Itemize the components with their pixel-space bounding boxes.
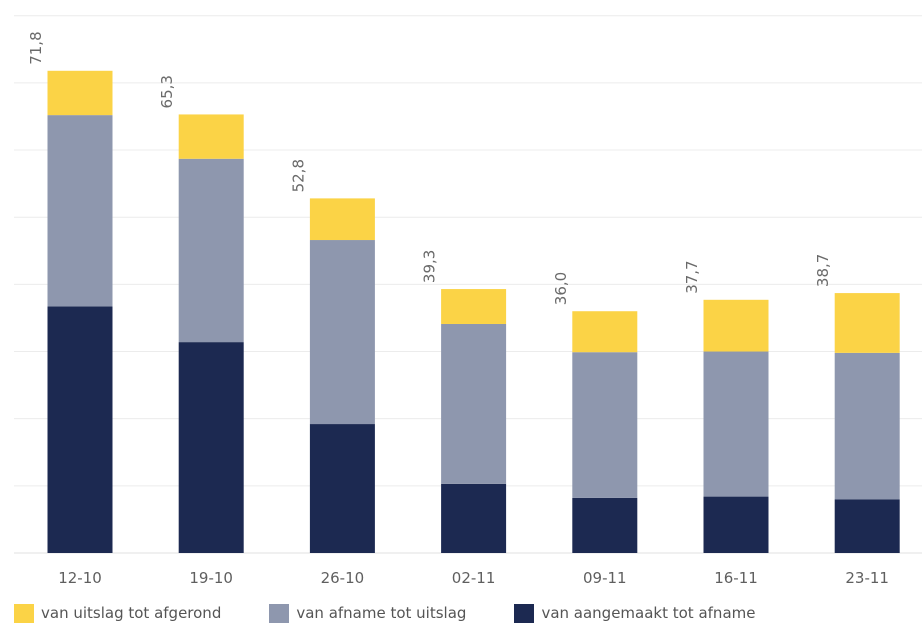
x-tick-label: 12-10 bbox=[58, 569, 102, 587]
bar-segment-van-uitslag-tot-afgerond bbox=[441, 289, 507, 324]
x-tick-label: 02-11 bbox=[452, 569, 496, 587]
bar-segment-van-aangemaakt-tot-afname bbox=[572, 497, 638, 553]
bar-segment-van-aangemaakt-tot-afname bbox=[178, 342, 244, 553]
bar-segment-van-afname-tot-uitslag bbox=[441, 323, 507, 484]
x-tick-label: 23-11 bbox=[845, 569, 889, 587]
bar-segment-van-afname-tot-uitslag bbox=[834, 352, 900, 500]
legend-swatch-yellow bbox=[14, 603, 34, 623]
legend-swatch-gray bbox=[269, 603, 290, 623]
bar-segment-van-uitslag-tot-afgerond bbox=[178, 114, 244, 159]
bar-segment-van-afname-tot-uitslag bbox=[309, 240, 375, 425]
legend-item-uitslag-afgerond: van uitslag tot afgerond bbox=[14, 603, 222, 623]
bar-segment-van-aangemaakt-tot-afname bbox=[441, 483, 507, 553]
bar-segment-van-uitslag-tot-afgerond bbox=[572, 311, 638, 353]
legend-item-afname-uitslag: van afname tot uitslag bbox=[269, 603, 467, 623]
bar-segment-van-uitslag-tot-afgerond bbox=[309, 198, 375, 241]
legend-item-aangemaakt-afname: van aangemaakt tot afname bbox=[514, 603, 756, 623]
total-label: 37,7 bbox=[683, 260, 701, 293]
total-label: 71,8 bbox=[27, 31, 45, 64]
total-label: 39,3 bbox=[421, 250, 439, 283]
total-label: 52,8 bbox=[289, 159, 307, 192]
legend: van uitslag tot afgerond van afname tot … bbox=[14, 601, 803, 625]
bar-segment-van-uitslag-tot-afgerond bbox=[834, 293, 900, 353]
bar-segment-van-aangemaakt-tot-afname bbox=[309, 424, 375, 553]
x-tick-label: 16-11 bbox=[714, 569, 758, 587]
legend-label: van uitslag tot afgerond bbox=[41, 604, 222, 622]
legend-label: van afname tot uitslag bbox=[296, 604, 467, 622]
x-tick-label: 09-11 bbox=[583, 569, 627, 587]
bar-segment-van-aangemaakt-tot-afname bbox=[703, 496, 769, 553]
legend-swatch-navy bbox=[514, 603, 535, 623]
bar-segment-van-aangemaakt-tot-afname bbox=[47, 306, 113, 553]
bar-segment-van-afname-tot-uitslag bbox=[47, 115, 113, 307]
total-label: 36,0 bbox=[552, 272, 570, 305]
legend-label: van aangemaakt tot afname bbox=[541, 604, 756, 622]
bar-segment-van-uitslag-tot-afgerond bbox=[47, 70, 113, 116]
bar-segment-van-afname-tot-uitslag bbox=[572, 352, 638, 498]
bar-segment-van-uitslag-tot-afgerond bbox=[703, 299, 769, 352]
total-label: 65,3 bbox=[158, 75, 176, 108]
stacked-bar-chart: 71,8 12-10 65,3 19-10 52,8 26-10 39,3 02-11 36,0… bbox=[14, 15, 922, 587]
x-tick-label: 26-10 bbox=[321, 569, 365, 587]
total-label: 38,7 bbox=[814, 254, 832, 287]
bar-segment-van-afname-tot-uitslag bbox=[703, 351, 769, 497]
bar-segment-van-afname-tot-uitslag bbox=[178, 158, 244, 343]
bar-segment-van-aangemaakt-tot-afname bbox=[834, 499, 900, 553]
x-tick-label: 19-10 bbox=[189, 569, 233, 587]
